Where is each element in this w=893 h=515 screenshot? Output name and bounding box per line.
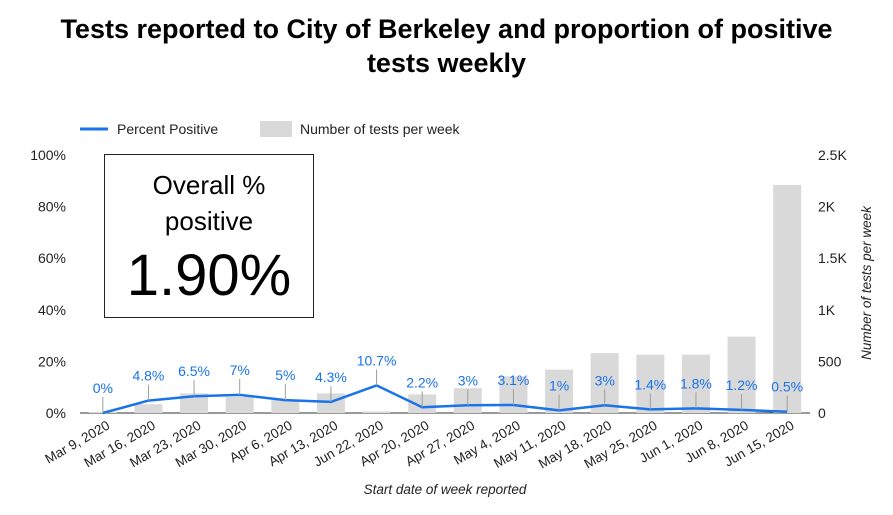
overall-positive-scorecard: Overall % positive 1.90% bbox=[104, 154, 314, 318]
right-axis-tick-label: 2K bbox=[818, 199, 836, 215]
percent-positive-line bbox=[102, 384, 788, 415]
left-axis: 0% 20% 40% 60% 80% 100% bbox=[30, 147, 66, 421]
data-label-percent-positive: 4.8% bbox=[132, 368, 164, 384]
data-label-percent-positive: 3.1% bbox=[497, 372, 529, 388]
right-axis-tick-label: 1.5K bbox=[818, 250, 847, 266]
right-axis-tick-label: 2.5K bbox=[818, 147, 847, 163]
bar-tests-per-week bbox=[134, 404, 163, 413]
left-axis-tick-label: 40% bbox=[38, 302, 66, 318]
data-label-percent-positive: 1.8% bbox=[680, 375, 712, 391]
data-label-percent-positive: 1.4% bbox=[634, 376, 666, 392]
data-label-percent-positive: 3% bbox=[595, 372, 615, 388]
bar-tests-per-week bbox=[362, 411, 391, 413]
left-axis-tick-label: 80% bbox=[38, 199, 66, 215]
data-label-percent-positive: 2.2% bbox=[406, 374, 438, 390]
chart-title-line-2: tests weekly bbox=[366, 48, 527, 78]
data-label-percent-positive: 1.2% bbox=[726, 377, 758, 393]
left-axis-tick-label: 0% bbox=[46, 405, 66, 421]
scorecard-label: Overall % positive bbox=[152, 170, 266, 236]
data-label-percent-positive: 10.7% bbox=[357, 352, 397, 368]
data-labels: 0% 4.8% 6.5% 7% 5% 4.3% 10.7% 2.2% 3% 3.1% 1% 3% 1.4… bbox=[93, 352, 803, 413]
chart-legend: Percent Positive Number of tests per wee… bbox=[80, 121, 461, 137]
right-axis: 0 500 1K 1.5K 2K 2.5K bbox=[818, 147, 847, 421]
left-axis-tick-label: 60% bbox=[38, 250, 66, 266]
y-axis-title-right: Number of tests per week bbox=[859, 205, 874, 360]
bar-series bbox=[88, 184, 802, 413]
right-axis-tick-label: 500 bbox=[818, 353, 842, 369]
data-label-percent-positive: 0.5% bbox=[771, 379, 803, 395]
x-axis-title: Start date of week reported bbox=[364, 482, 527, 497]
line-series bbox=[102, 384, 788, 415]
chart-title-line-1: Tests reported to City of Berkeley and p… bbox=[60, 14, 833, 44]
data-label-percent-positive: 7% bbox=[230, 362, 250, 378]
left-axis-tick-label: 20% bbox=[38, 353, 66, 369]
right-axis-tick-label: 0 bbox=[818, 405, 826, 421]
left-axis-tick-label: 100% bbox=[30, 147, 66, 163]
data-label-percent-positive: 4.3% bbox=[315, 369, 347, 385]
legend-label-percent-positive: Percent Positive bbox=[117, 121, 218, 137]
data-label-percent-positive: 3% bbox=[458, 372, 478, 388]
data-label-percent-positive: 6.5% bbox=[178, 363, 210, 379]
bar-tests-per-week bbox=[773, 184, 802, 413]
bar-tests-per-week bbox=[180, 393, 209, 413]
bar-tests-per-week bbox=[271, 400, 300, 413]
scorecard-value: 1.90% bbox=[126, 243, 292, 308]
right-axis-tick-label: 1K bbox=[818, 302, 836, 318]
data-label-percent-positive: 1% bbox=[549, 377, 569, 393]
chart-title: Tests reported to City of Berkeley and p… bbox=[0, 12, 893, 80]
legend-label-tests-per-week: Number of tests per week bbox=[300, 121, 461, 137]
data-label-percent-positive: 5% bbox=[275, 367, 295, 383]
legend-bar-swatch bbox=[260, 121, 292, 137]
data-label-percent-positive: 0% bbox=[93, 380, 113, 396]
bar-tests-per-week bbox=[225, 397, 254, 413]
